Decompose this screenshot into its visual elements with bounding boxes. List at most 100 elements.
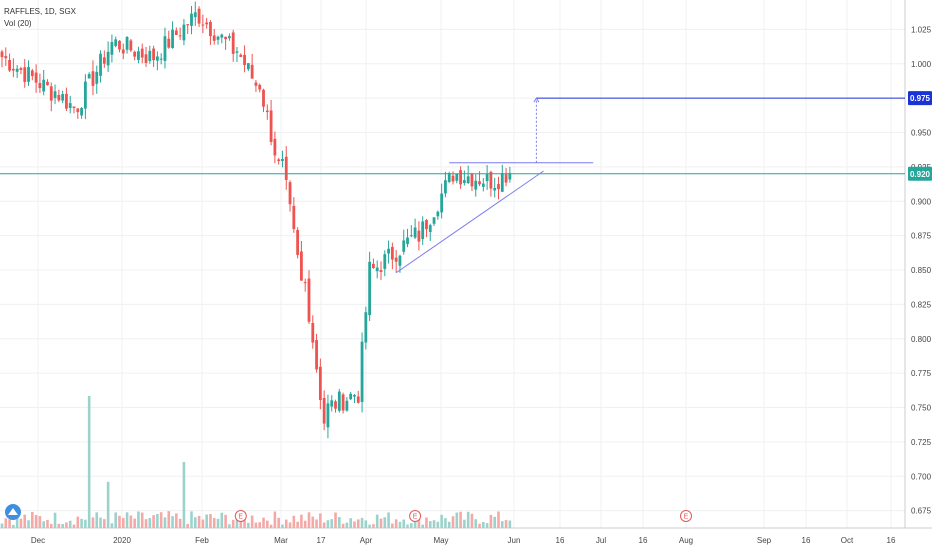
candle-body[interactable] — [121, 49, 125, 54]
candle-body[interactable] — [307, 278, 311, 322]
candle-body[interactable] — [80, 108, 83, 116]
candle-body[interactable] — [432, 217, 436, 224]
candle-body[interactable] — [193, 12, 197, 18]
candle-body[interactable] — [190, 13, 193, 26]
candle-body[interactable] — [155, 56, 159, 61]
candle-body[interactable] — [303, 282, 307, 284]
candle-body[interactable] — [451, 175, 455, 182]
candle-body[interactable] — [508, 173, 512, 180]
candle-body[interactable] — [265, 110, 269, 113]
candle-body[interactable] — [500, 173, 504, 192]
candle-body[interactable] — [402, 240, 406, 252]
candle-body[interactable] — [106, 51, 110, 66]
earnings-marker[interactable] — [409, 510, 422, 522]
candle-body[interactable] — [330, 400, 334, 407]
candle-body[interactable] — [216, 36, 220, 40]
candle-body[interactable] — [95, 71, 99, 84]
candle-body[interactable] — [144, 54, 148, 63]
candle-body[interactable] — [8, 60, 11, 71]
candle-body[interactable] — [360, 341, 364, 402]
candle-body[interactable] — [375, 267, 379, 272]
candle-body[interactable] — [394, 257, 398, 262]
candle-body[interactable] — [345, 400, 349, 411]
candle-body[interactable] — [205, 22, 209, 25]
candle-body[interactable] — [102, 57, 106, 64]
candle-body[interactable] — [341, 394, 345, 411]
candle-body[interactable] — [425, 220, 428, 230]
candle-body[interactable] — [288, 182, 292, 205]
candle-body[interactable] — [201, 24, 205, 26]
candle-body[interactable] — [0, 51, 4, 58]
candle-body[interactable] — [118, 40, 121, 50]
candle-body[interactable] — [53, 91, 57, 98]
candle-body[interactable] — [368, 261, 372, 316]
candle-body[interactable] — [390, 246, 394, 260]
candle-body[interactable] — [485, 173, 489, 182]
candle-body[interactable] — [421, 221, 425, 240]
candle-body[interactable] — [269, 110, 273, 142]
candle-body[interactable] — [178, 35, 182, 37]
candle-body[interactable] — [356, 396, 360, 403]
candle-body[interactable] — [212, 35, 216, 41]
candle-body[interactable] — [262, 89, 265, 107]
trend-line[interactable] — [395, 170, 544, 274]
candle-body[interactable] — [413, 227, 417, 238]
candle-body[interactable] — [99, 53, 102, 76]
earnings-marker[interactable] — [234, 510, 247, 522]
candle-body[interactable] — [11, 68, 15, 71]
candle-body[interactable] — [254, 82, 258, 86]
candle-body[interactable] — [83, 81, 87, 109]
candle-body[interactable] — [76, 108, 80, 113]
candle-body[interactable] — [19, 68, 23, 70]
candle-body[interactable] — [504, 174, 508, 183]
candle-body[interactable] — [311, 322, 315, 343]
candle-body[interactable] — [38, 83, 42, 89]
candle-body[interactable] — [493, 188, 497, 191]
candle-body[interactable] — [27, 67, 30, 82]
candle-body[interactable] — [349, 393, 353, 400]
candle-body[interactable] — [46, 81, 49, 86]
candle-body[interactable] — [61, 94, 65, 101]
candle-body[interactable] — [318, 366, 322, 401]
candle-body[interactable] — [239, 54, 243, 57]
candle-body[interactable] — [224, 36, 228, 40]
candle-body[interactable] — [497, 184, 500, 190]
candle-body[interactable] — [72, 106, 76, 109]
candle-body[interactable] — [250, 64, 254, 79]
candle-body[interactable] — [440, 193, 444, 213]
candle-body[interactable] — [337, 391, 341, 411]
candle-body[interactable] — [406, 237, 409, 245]
candle-body[interactable] — [159, 58, 163, 60]
candle-body[interactable] — [353, 395, 356, 397]
candle-body[interactable] — [129, 40, 133, 51]
candle-body[interactable] — [186, 24, 190, 26]
candle-body[interactable] — [220, 34, 224, 38]
candle-body[interactable] — [489, 171, 493, 189]
candle-body[interactable] — [387, 248, 390, 254]
candle-body[interactable] — [235, 51, 239, 53]
candle-body[interactable] — [383, 254, 387, 269]
candle-body[interactable] — [447, 173, 451, 182]
candle-body[interactable] — [444, 180, 447, 194]
candle-body[interactable] — [228, 36, 231, 39]
candle-body[interactable] — [379, 270, 383, 272]
candle-body[interactable] — [428, 225, 432, 232]
candle-body[interactable] — [436, 211, 440, 217]
candle-body[interactable] — [110, 42, 114, 55]
candle-body[interactable] — [481, 183, 485, 187]
candle-body[interactable] — [34, 72, 38, 83]
candle-body[interactable] — [49, 86, 53, 101]
candle-body[interactable] — [243, 54, 246, 66]
candle-body[interactable] — [209, 21, 212, 37]
candle-body[interactable] — [315, 340, 318, 370]
candle-body[interactable] — [65, 93, 68, 109]
candle-body[interactable] — [296, 229, 300, 255]
candle-body[interactable] — [4, 56, 8, 59]
candle-body[interactable] — [474, 180, 478, 190]
candle-body[interactable] — [409, 235, 413, 237]
candle-body[interactable] — [197, 8, 201, 24]
candle-body[interactable] — [281, 158, 284, 161]
candle-body[interactable] — [277, 159, 281, 162]
candle-body[interactable] — [334, 401, 337, 409]
